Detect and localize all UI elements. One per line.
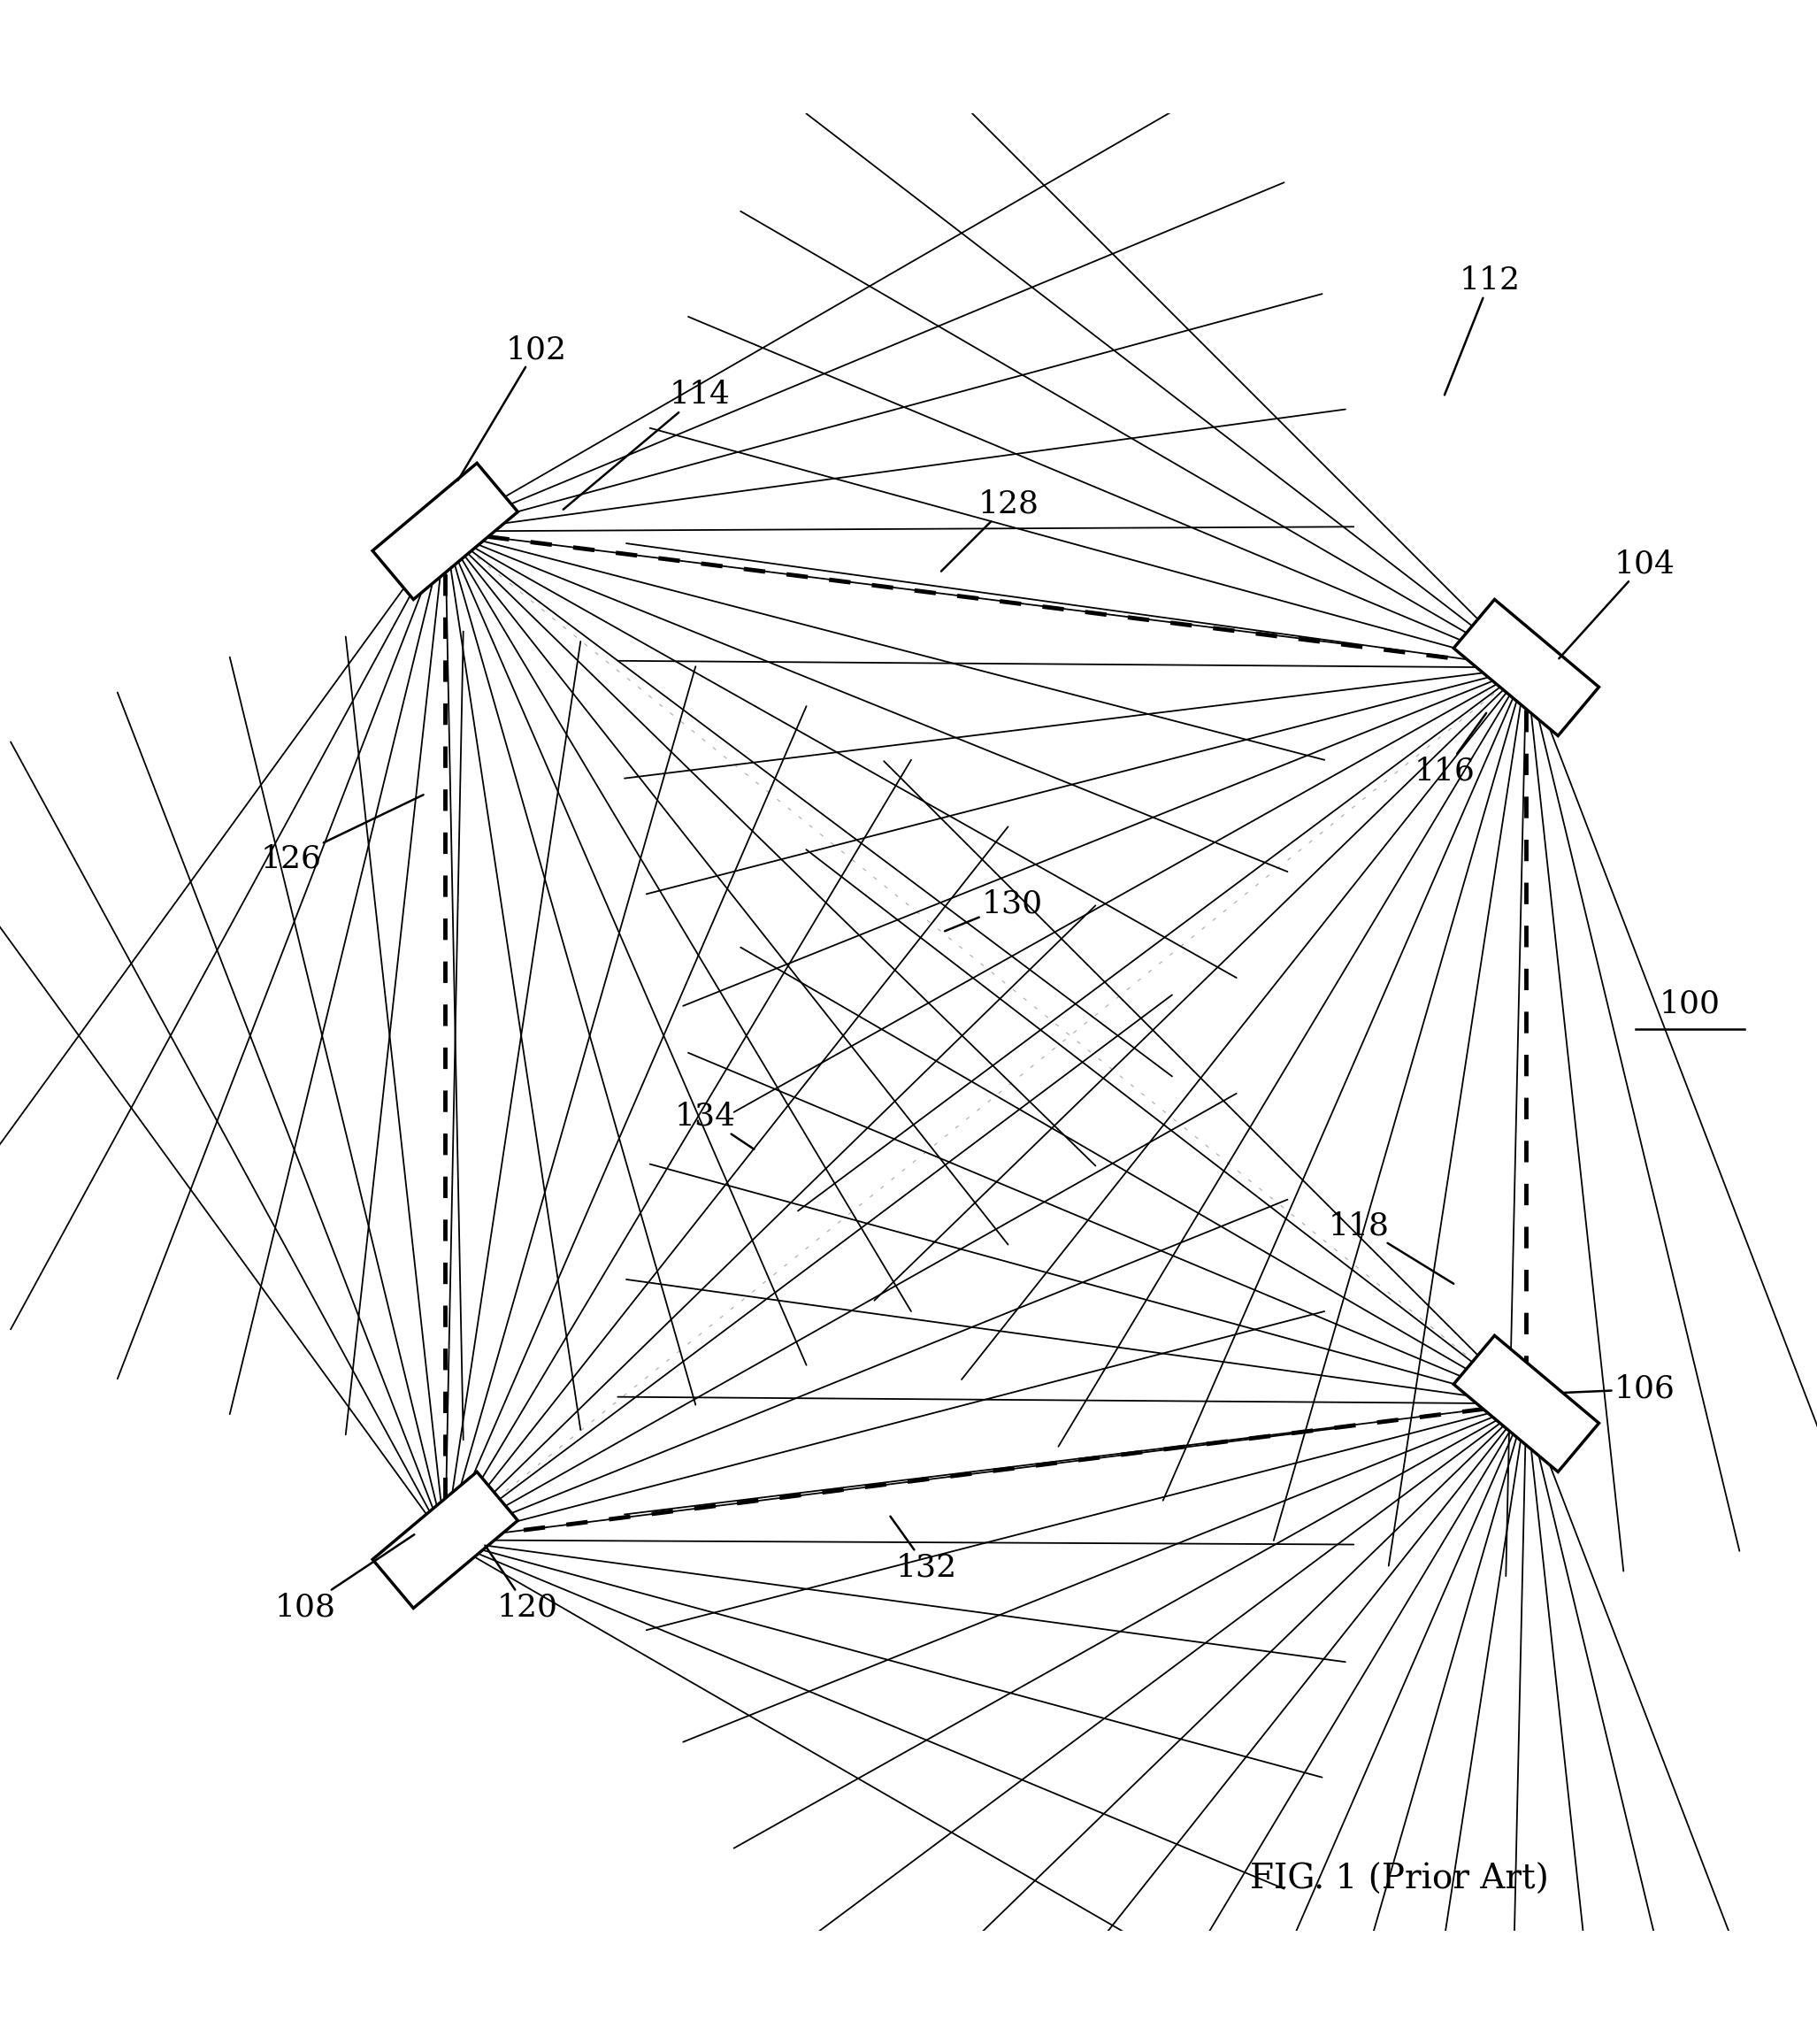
Text: 102: 102 — [458, 335, 567, 480]
Text: 104: 104 — [1559, 550, 1675, 658]
Text: 116: 116 — [1414, 713, 1486, 787]
Text: 128: 128 — [941, 489, 1039, 570]
Bar — [1454, 599, 1599, 736]
Text: 100: 100 — [1659, 989, 1721, 1018]
Bar — [1454, 1335, 1599, 1472]
Text: 132: 132 — [890, 1517, 958, 1582]
Text: 106: 106 — [1563, 1374, 1675, 1404]
Text: 112: 112 — [1445, 266, 1521, 394]
Text: 126: 126 — [260, 795, 423, 873]
Text: 118: 118 — [1328, 1210, 1454, 1284]
Text: 134: 134 — [674, 1102, 754, 1149]
Text: 108: 108 — [274, 1535, 414, 1623]
Text: 130: 130 — [945, 889, 1043, 932]
Bar — [372, 464, 518, 599]
Text: 114: 114 — [563, 380, 730, 509]
Text: FIG. 1 (Prior Art): FIG. 1 (Prior Art) — [1250, 1864, 1548, 1897]
Text: 120: 120 — [485, 1545, 558, 1623]
Bar — [372, 1472, 518, 1609]
